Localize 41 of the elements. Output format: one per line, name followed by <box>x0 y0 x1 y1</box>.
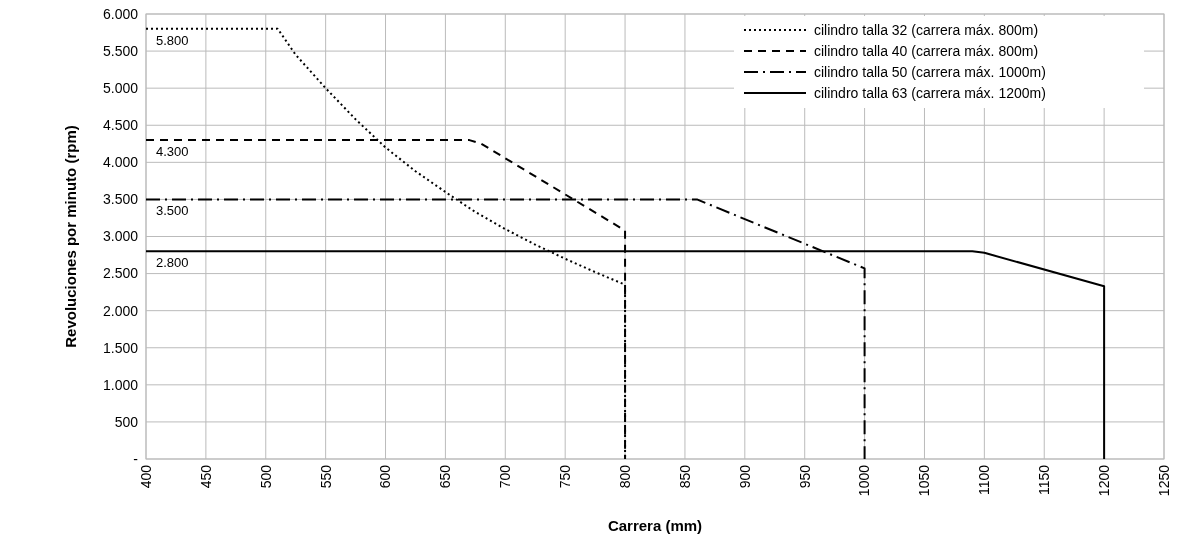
x-tick-label: 450 <box>197 464 214 489</box>
y-tick-label: 3.000 <box>102 228 139 245</box>
y-tick-label: 6.000 <box>102 5 139 22</box>
y-axis-title: Revoluciones por minuto (rpm) <box>62 125 79 348</box>
y-tick-label: 3.500 <box>102 191 139 208</box>
legend-label: cilindro talla 32 (carrera máx. 800m) <box>814 21 1039 38</box>
data-label: 4.300 <box>156 144 189 160</box>
x-tick-label: 1050 <box>916 464 933 497</box>
legend-label: cilindro talla 40 (carrera máx. 800m) <box>814 42 1039 59</box>
y-tick-label: 5.500 <box>102 42 139 59</box>
x-tick-label: 750 <box>557 464 574 489</box>
x-tick-label: 1100 <box>976 464 993 496</box>
x-axis-title: Carrera (mm) <box>607 517 703 534</box>
legend-label: cilindro talla 50 (carrera máx. 1000m) <box>814 63 1046 80</box>
data-label: 2.800 <box>156 255 189 271</box>
x-tick-label: 400 <box>137 464 154 489</box>
x-tick-label: 550 <box>317 464 334 489</box>
legend-label: cilindro talla 63 (carrera máx. 1200m) <box>814 84 1046 101</box>
x-tick-label: 700 <box>497 464 514 489</box>
y-tick-label: - <box>133 450 139 467</box>
data-label: 5.800 <box>156 32 189 48</box>
y-tick-label: 4.500 <box>102 117 139 134</box>
x-tick-label: 650 <box>437 464 454 489</box>
y-tick-label: 2.000 <box>102 302 139 319</box>
x-tick-label: 1000 <box>856 464 873 497</box>
x-tick-label: 1250 <box>1155 464 1172 497</box>
y-tick-label: 4.000 <box>102 154 139 171</box>
x-tick-label: 900 <box>736 464 753 489</box>
y-tick-label: 5.000 <box>102 80 139 97</box>
data-label: 3.500 <box>156 203 189 219</box>
y-tick-label: 1.500 <box>102 339 139 356</box>
y-tick-label: 1.000 <box>102 376 139 393</box>
x-tick-label: 600 <box>377 464 394 489</box>
x-tick-label: 950 <box>796 464 813 489</box>
y-tick-label: 500 <box>114 413 139 430</box>
x-tick-label: 1150 <box>1036 464 1053 496</box>
y-tick-label: 2.500 <box>102 265 139 282</box>
x-tick-label: 850 <box>676 464 693 489</box>
x-tick-label: 1200 <box>1096 464 1113 497</box>
x-tick-label: 500 <box>257 464 274 489</box>
x-tick-label: 800 <box>616 464 633 489</box>
